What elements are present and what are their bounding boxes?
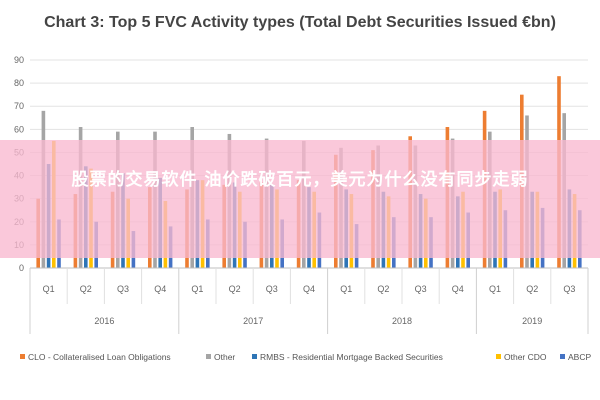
legend-label: ABCP: [568, 352, 591, 362]
legend-swatch: [206, 354, 211, 359]
x-tick-label: Q2: [80, 284, 92, 294]
ad-banner-overlay[interactable]: [0, 140, 600, 258]
y-tick-label: 0: [19, 263, 24, 273]
legend-label: Other CDO: [504, 352, 547, 362]
legend-swatch: [20, 354, 25, 359]
legend-label: RMBS - Residential Mortgage Backed Secur…: [260, 352, 443, 362]
x-tick-label: Q1: [191, 284, 203, 294]
x-tick-label: Q3: [117, 284, 129, 294]
x-tick-label: Q2: [526, 284, 538, 294]
x-tick-label: Q1: [340, 284, 352, 294]
year-label: 2019: [522, 316, 542, 326]
year-label: 2016: [94, 316, 114, 326]
y-tick-label: 60: [14, 124, 24, 134]
y-tick-label: 70: [14, 101, 24, 111]
x-tick-label: Q2: [229, 284, 241, 294]
x-tick-label: Q3: [563, 284, 575, 294]
y-tick-label: 80: [14, 78, 24, 88]
x-tick-label: Q1: [489, 284, 501, 294]
x-tick-label: Q3: [266, 284, 278, 294]
legend-swatch: [252, 354, 257, 359]
year-label: 2018: [392, 316, 412, 326]
legend-swatch: [496, 354, 501, 359]
legend-label: Other: [214, 352, 235, 362]
x-axis: Q1 Q2 Q3 Q4 Q1 Q2 Q3 Q4 Q1 Q2 Q3 Q4 Q1 Q2 Q3 2016 2017 20…: [29, 267, 589, 334]
x-tick-label: Q4: [303, 284, 315, 294]
ad-banner-text[interactable]: 股票的交易软件 油价跌破百元，美元为什么没有同步走弱: [71, 170, 529, 190]
x-tick-label: Q1: [43, 284, 55, 294]
chart-title: Chart 3: Top 5 FVC Activity types (Total…: [44, 14, 556, 31]
legend-swatch: [560, 354, 565, 359]
legend: CLO - Collateralised Loan Obligations Oth…: [20, 352, 591, 362]
x-tick-label: Q4: [154, 284, 166, 294]
year-label: 2017: [243, 316, 263, 326]
y-tick-label: 90: [14, 55, 24, 65]
x-tick-label: Q2: [377, 284, 389, 294]
x-tick-label: Q4: [452, 284, 464, 294]
legend-label: CLO - Collateralised Loan Obligations: [28, 352, 171, 362]
x-tick-label: Q3: [415, 284, 427, 294]
